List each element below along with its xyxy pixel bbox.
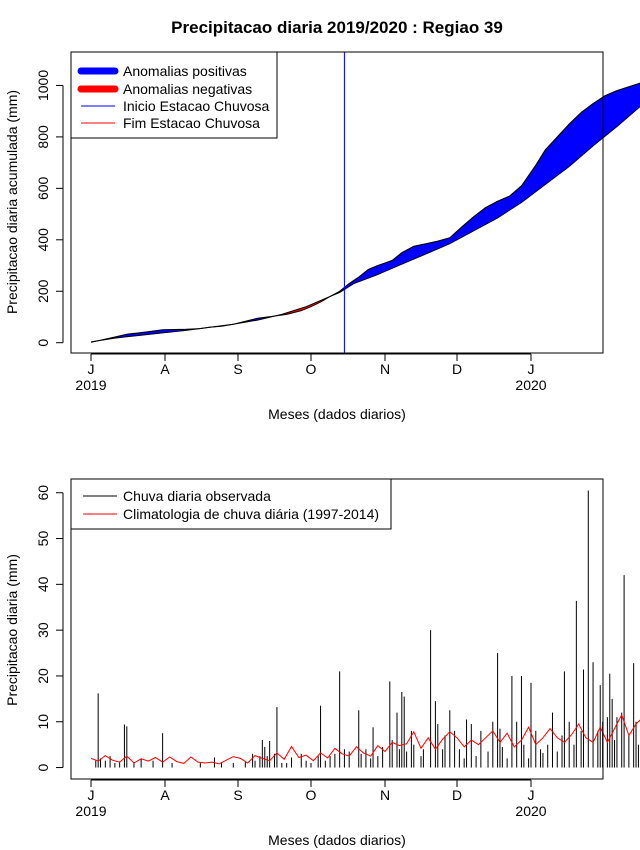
x-tick-label: A bbox=[160, 361, 170, 377]
x-tick-label: A bbox=[160, 787, 170, 803]
x-tick-label: O bbox=[306, 361, 317, 377]
y-tick-label: 0 bbox=[35, 339, 51, 347]
climatology-daily-line bbox=[90, 713, 640, 765]
y-tick-label: 60 bbox=[35, 485, 51, 501]
cumulative-ylabel: Precipitacao diaria acumulada (mm) bbox=[4, 90, 20, 314]
figure-title: Precipitacao diaria 2019/2020 : Regiao 3… bbox=[171, 18, 503, 37]
x-tick-label: N bbox=[380, 787, 390, 803]
y-tick-label: 0 bbox=[35, 763, 51, 771]
legend-label-climatology: Climatologia de chuva diária (1997-2014) bbox=[123, 506, 379, 522]
x-tick-label: N bbox=[380, 361, 390, 377]
x-tick-label: J bbox=[88, 361, 95, 377]
legend-label-season-end: Fim Estacao Chuvosa bbox=[123, 115, 260, 131]
x-tick-label: D bbox=[452, 787, 462, 803]
daily-xlabel: Meses (dados diarios) bbox=[268, 832, 406, 848]
x-year-label: 2019 bbox=[75, 377, 106, 393]
daily-ylabel: Precipitacao diaria (mm) bbox=[4, 554, 20, 706]
y-tick-label: 50 bbox=[35, 531, 51, 547]
x-tick-label: D bbox=[452, 361, 462, 377]
y-tick-label: 800 bbox=[35, 125, 51, 149]
x-tick-label: S bbox=[233, 361, 242, 377]
positive-anomaly-area bbox=[330, 83, 640, 297]
x-tick-label: J bbox=[528, 361, 535, 377]
observed-cumulative-line bbox=[90, 82, 640, 343]
cumulative-legend-box bbox=[70, 51, 278, 139]
negative-anomaly-area bbox=[275, 296, 329, 316]
x-tick-label: J bbox=[528, 787, 535, 803]
y-tick-label: 20 bbox=[35, 668, 51, 684]
x-tick-label: S bbox=[233, 787, 242, 803]
x-tick-label: J bbox=[88, 787, 95, 803]
legend-label-positive: Anomalias positivas bbox=[123, 63, 247, 79]
daily-marks bbox=[90, 490, 640, 768]
cumulative-marks bbox=[90, 52, 640, 353]
legend-label-season-start: Inicio Estacao Chuvosa bbox=[123, 98, 270, 114]
cumulative-plot-box bbox=[70, 51, 604, 354]
daily-legend-box bbox=[70, 478, 392, 530]
x-year-label: 2020 bbox=[515, 803, 546, 819]
x-year-label: 2020 bbox=[515, 377, 546, 393]
y-tick-label: 10 bbox=[35, 714, 51, 730]
legend-label-observed: Chuva diaria observada bbox=[123, 488, 271, 504]
y-tick-label: 400 bbox=[35, 228, 51, 252]
y-tick-label: 1000 bbox=[35, 70, 51, 101]
cumulative-legend: Anomalias positivas Anomalias negativas … bbox=[70, 51, 278, 139]
y-tick-label: 40 bbox=[35, 576, 51, 592]
y-tick-label: 600 bbox=[35, 176, 51, 200]
legend-label-negative: Anomalias negativas bbox=[123, 81, 252, 97]
daily-legend: Chuva diaria observada Climatologia de c… bbox=[70, 478, 392, 530]
cumulative-xlabel: Meses (dados diarios) bbox=[268, 406, 406, 422]
y-tick-label: 200 bbox=[35, 279, 51, 303]
y-tick-label: 30 bbox=[35, 622, 51, 638]
x-year-label: 2019 bbox=[75, 803, 106, 819]
x-tick-label: O bbox=[306, 787, 317, 803]
climatology-cumulative-line bbox=[90, 106, 640, 343]
